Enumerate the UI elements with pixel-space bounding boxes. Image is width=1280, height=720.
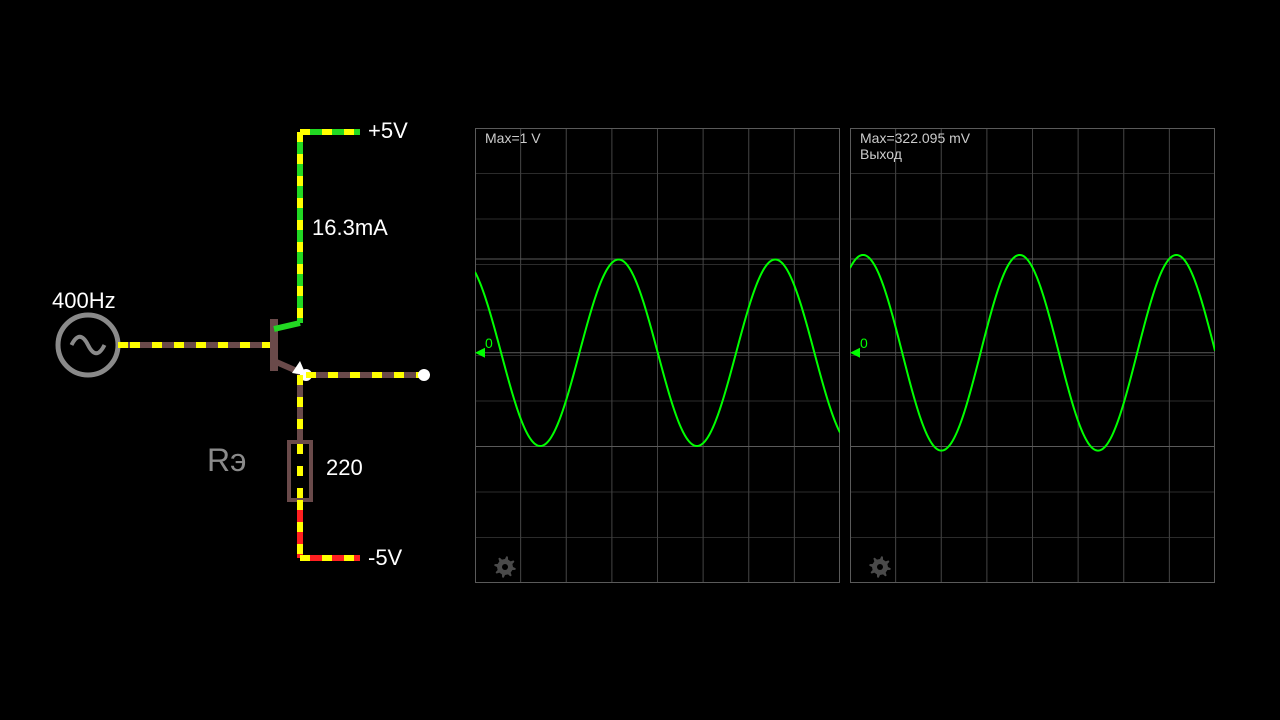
scope-canvas [475,128,840,583]
label-source-freq: 400Hz [52,288,116,314]
scope-canvas [850,128,1215,583]
label-resistor-name: Rэ [207,442,246,479]
gear-icon[interactable] [866,553,894,581]
gear-icon[interactable] [491,553,519,581]
label-vminus: -5V [368,545,402,571]
scope-zero-label: 0 [860,335,868,351]
scope-output[interactable]: Max=322.095 mVВыход 0 [850,128,1215,583]
label-resistor-value: 220 [326,455,363,481]
label-collector-current: 16.3mA [312,215,388,241]
scope-header-line: Max=1 V [485,130,541,146]
scope-header-line: Выход [860,146,902,162]
scope-input[interactable]: Max=1 V 0 [475,128,840,583]
circuit-sim-stage: +5V -5V 400Hz 16.3mA Rэ 220 Max=1 V0Max=… [0,0,1280,720]
label-vplus: +5V [368,118,408,144]
scope-zero-label: 0 [485,335,493,351]
circuit-diagram [0,0,460,720]
scope-header-line: Max=322.095 mV [860,130,970,146]
